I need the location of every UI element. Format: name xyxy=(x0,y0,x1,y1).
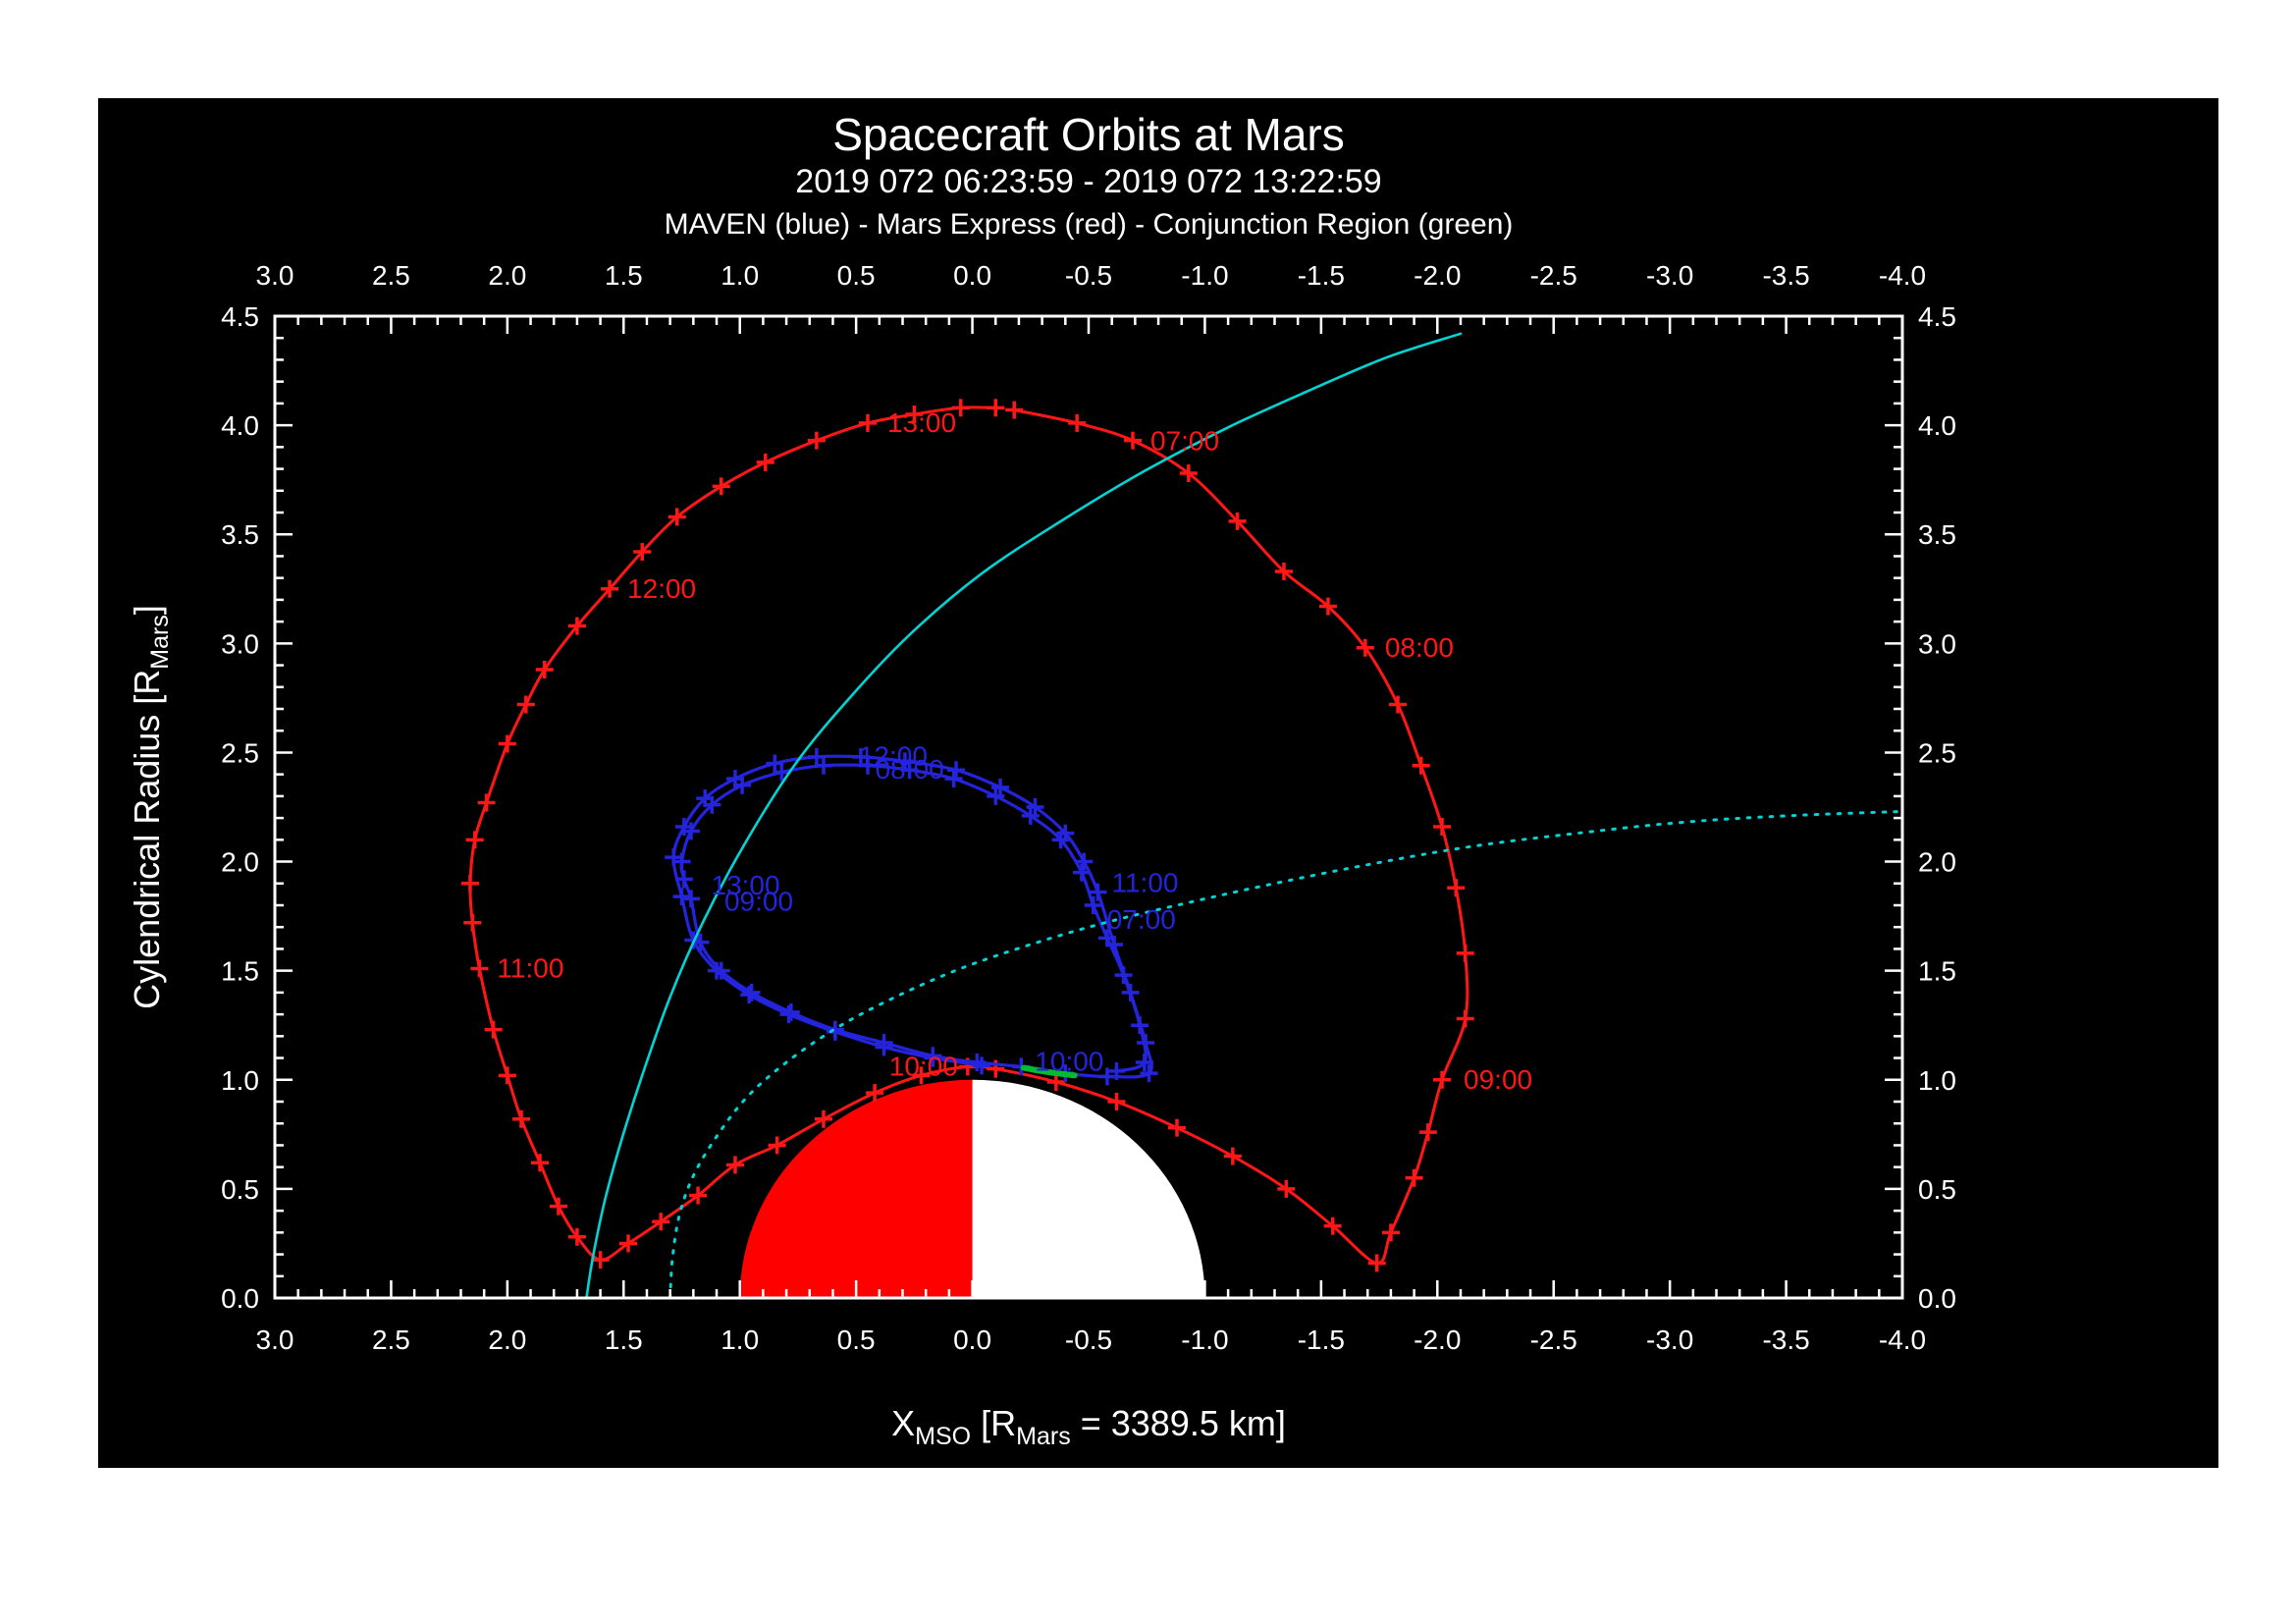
x-axis-title-part: = 3389.5 km] xyxy=(1071,1403,1286,1443)
x-tick-label-top: 1.5 xyxy=(605,260,643,291)
y-axis-title-part: Cylendrical Radius [R xyxy=(127,670,167,1009)
x-tick-label-top: -1.0 xyxy=(1181,260,1228,291)
x-axis-title-part: MSO xyxy=(915,1423,971,1450)
x-tick-label-bottom: 2.0 xyxy=(488,1325,526,1355)
orbit-time-label: 11:00 xyxy=(1111,868,1178,898)
orbit-time-label: 11:00 xyxy=(497,952,563,983)
x-tick-label-top: -2.0 xyxy=(1414,260,1461,291)
y-tick-label-right: 3.0 xyxy=(1918,628,1956,659)
x-tick-label-top: 0.0 xyxy=(953,260,991,291)
x-axis-title-part: Mars xyxy=(1016,1423,1071,1450)
y-axis-title-part: ] xyxy=(127,605,167,615)
x-tick-label-bottom: -2.5 xyxy=(1530,1325,1577,1355)
y-axis-title-part: Mars xyxy=(146,615,174,670)
y-tick-label-left: 1.0 xyxy=(221,1065,259,1096)
x-tick-label-bottom: 2.5 xyxy=(372,1325,410,1355)
axis-tick-labels: 3.0 3.0 2.5 2.5 2.0 2.0 1.5 1.5 1.0 1.0 0.5 0.5 0.0 0… xyxy=(221,260,1956,1355)
orbit-time-label: 09:00 xyxy=(1464,1064,1532,1095)
x-tick-label-top: -3.5 xyxy=(1762,260,1809,291)
conjunction-region-path xyxy=(1020,1064,1078,1079)
y-tick-label-left: 2.5 xyxy=(221,737,259,768)
chart-legend: MAVEN (blue) - Mars Express (red) - Conj… xyxy=(664,208,1514,241)
chart-subtitle: 2019 072 06:23:59 - 2019 072 13:22:59 xyxy=(795,163,1382,200)
mars-nightside xyxy=(972,1079,1205,1298)
x-tick-label-bottom: 1.0 xyxy=(721,1325,759,1355)
y-tick-label-right: 4.5 xyxy=(1918,301,1956,332)
time-annotations: 13:0007:0008:0009:0010:0011:0012:0008:00… xyxy=(497,407,1532,1095)
y-tick-label-right: 4.0 xyxy=(1918,410,1956,441)
x-tick-label-bottom: -2.0 xyxy=(1414,1325,1461,1355)
x-tick-label-bottom: 3.0 xyxy=(256,1325,294,1355)
y-tick-label-left: 4.0 xyxy=(221,410,259,441)
curves-layer xyxy=(460,332,1902,1298)
bow-shock-path xyxy=(585,332,1463,1298)
x-axis-title-part: X xyxy=(891,1403,915,1443)
x-tick-label-top: -3.0 xyxy=(1646,260,1693,291)
x-tick-label-top: 1.0 xyxy=(721,260,759,291)
y-tick-label-left: 3.5 xyxy=(221,519,259,550)
x-tick-label-top: 2.0 xyxy=(488,260,526,291)
x-tick-label-bottom: -1.5 xyxy=(1298,1325,1345,1355)
orbit-time-label: 10:00 xyxy=(1035,1046,1103,1076)
x-tick-label-top: 3.0 xyxy=(256,260,294,291)
y-tick-label-left: 1.5 xyxy=(221,956,259,987)
x-axis-title: XMSO [RMars = 3389.5 km] xyxy=(891,1403,1286,1450)
x-tick-label-top: -0.5 xyxy=(1065,260,1112,291)
chart-title: Spacecraft Orbits at Mars xyxy=(832,109,1345,160)
y-tick-label-right: 3.5 xyxy=(1918,519,1956,550)
mars-express-orbit-path xyxy=(468,406,1469,1265)
x-tick-label-top: -1.5 xyxy=(1298,260,1345,291)
y-tick-label-right: 2.0 xyxy=(1918,847,1956,878)
x-tick-label-bottom: -1.0 xyxy=(1181,1325,1228,1355)
orbit-time-label: 07:00 xyxy=(1107,904,1176,935)
orbit-time-label: 08:00 xyxy=(876,754,944,784)
orbit-time-label: 13:00 xyxy=(887,407,956,438)
orbit-time-label: 12:00 xyxy=(627,573,696,604)
x-tick-label-bottom: 0.0 xyxy=(953,1325,991,1355)
x-tick-label-bottom: -3.0 xyxy=(1646,1325,1693,1355)
x-tick-label-top: -4.0 xyxy=(1879,260,1926,291)
x-tick-label-bottom: -3.5 xyxy=(1762,1325,1809,1355)
maven-orbit-markers xyxy=(665,747,1158,1086)
orbit-time-label: 08:00 xyxy=(1385,632,1454,663)
y-tick-label-left: 0.0 xyxy=(221,1283,259,1314)
orbit-time-label: 10:00 xyxy=(889,1051,958,1081)
y-tick-label-left: 2.0 xyxy=(221,847,259,878)
x-tick-label-top: 0.5 xyxy=(837,260,876,291)
orbit-time-label: 07:00 xyxy=(1150,426,1219,457)
orbit-time-label: 09:00 xyxy=(724,886,793,916)
y-tick-label-right: 1.0 xyxy=(1918,1065,1956,1096)
orbit-time-label: 12:00 xyxy=(859,740,928,771)
y-tick-label-left: 0.5 xyxy=(221,1174,259,1205)
x-axis-title-part: [R xyxy=(971,1403,1016,1443)
y-tick-label-right: 1.5 xyxy=(1918,956,1956,987)
x-tick-label-bottom: -0.5 xyxy=(1065,1325,1112,1355)
axis-ticks xyxy=(273,314,1904,1300)
orbit-time-label: 13:00 xyxy=(712,870,780,900)
mars-dayside xyxy=(739,1079,973,1298)
orbit-plot: 13:0007:0008:0009:0010:0011:0012:0008:00… xyxy=(127,260,1956,1450)
y-tick-label-right: 2.5 xyxy=(1918,737,1956,768)
y-tick-label-right: 0.0 xyxy=(1918,1283,1956,1314)
y-tick-label-left: 4.5 xyxy=(221,301,259,332)
plot-panel: Spacecraft Orbits at Mars 2019 072 06:23… xyxy=(98,98,2218,1468)
x-tick-label-top: 2.5 xyxy=(372,260,410,291)
x-tick-label-bottom: 1.5 xyxy=(605,1325,643,1355)
x-tick-label-bottom: 0.5 xyxy=(837,1325,876,1355)
mars-express-orbit-markers xyxy=(460,399,1474,1272)
maven-orbit-path xyxy=(671,754,1153,1079)
x-tick-label-top: -2.5 xyxy=(1530,260,1577,291)
y-tick-label-right: 0.5 xyxy=(1918,1174,1956,1205)
y-axis-title: Cylendrical Radius [RMars] xyxy=(127,605,174,1009)
y-tick-label-left: 3.0 xyxy=(221,628,259,659)
x-tick-label-bottom: -4.0 xyxy=(1879,1325,1926,1355)
mars-disk xyxy=(739,1079,1205,1298)
